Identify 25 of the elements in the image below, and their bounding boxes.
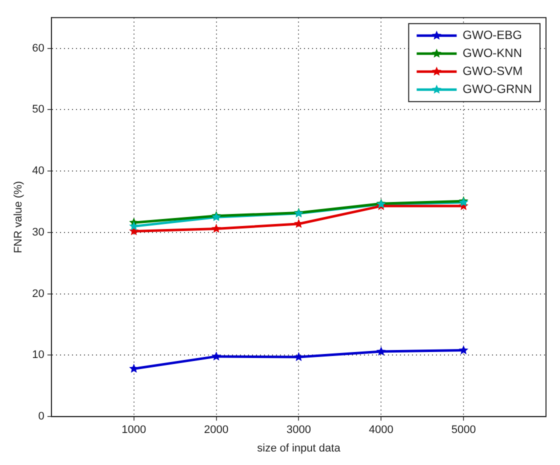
x-tick-label: 2000 (204, 424, 229, 436)
y-tick-label: 30 (32, 226, 44, 238)
point (129, 221, 139, 230)
point (212, 351, 222, 360)
y-tick-label: 50 (32, 104, 44, 116)
point (458, 345, 468, 354)
y-axis-title: FNR value (%) (12, 181, 25, 254)
x-tick-label: 1000 (122, 424, 146, 436)
y-tick-label: 0 (38, 410, 44, 423)
legend-label: GWO-KNN (462, 46, 522, 60)
legend-label: GWO-SVM (462, 64, 523, 78)
point (212, 224, 222, 233)
y-tick-label: 40 (32, 165, 44, 178)
y-tick-label: 20 (32, 288, 44, 300)
y-tick-label: 10 (32, 349, 44, 362)
point (294, 352, 304, 362)
legend-label: GWO-GRNN (462, 82, 532, 96)
legend-label: GWO-EBG (462, 28, 522, 42)
x-axis-title: size of input data (257, 442, 342, 454)
x-tick-label: 4000 (368, 424, 394, 436)
y-tick-label: 60 (32, 42, 44, 54)
point (294, 218, 304, 228)
point (376, 346, 386, 356)
x-tick-label: 3000 (286, 424, 311, 436)
x-tick-label: 5000 (451, 424, 476, 436)
